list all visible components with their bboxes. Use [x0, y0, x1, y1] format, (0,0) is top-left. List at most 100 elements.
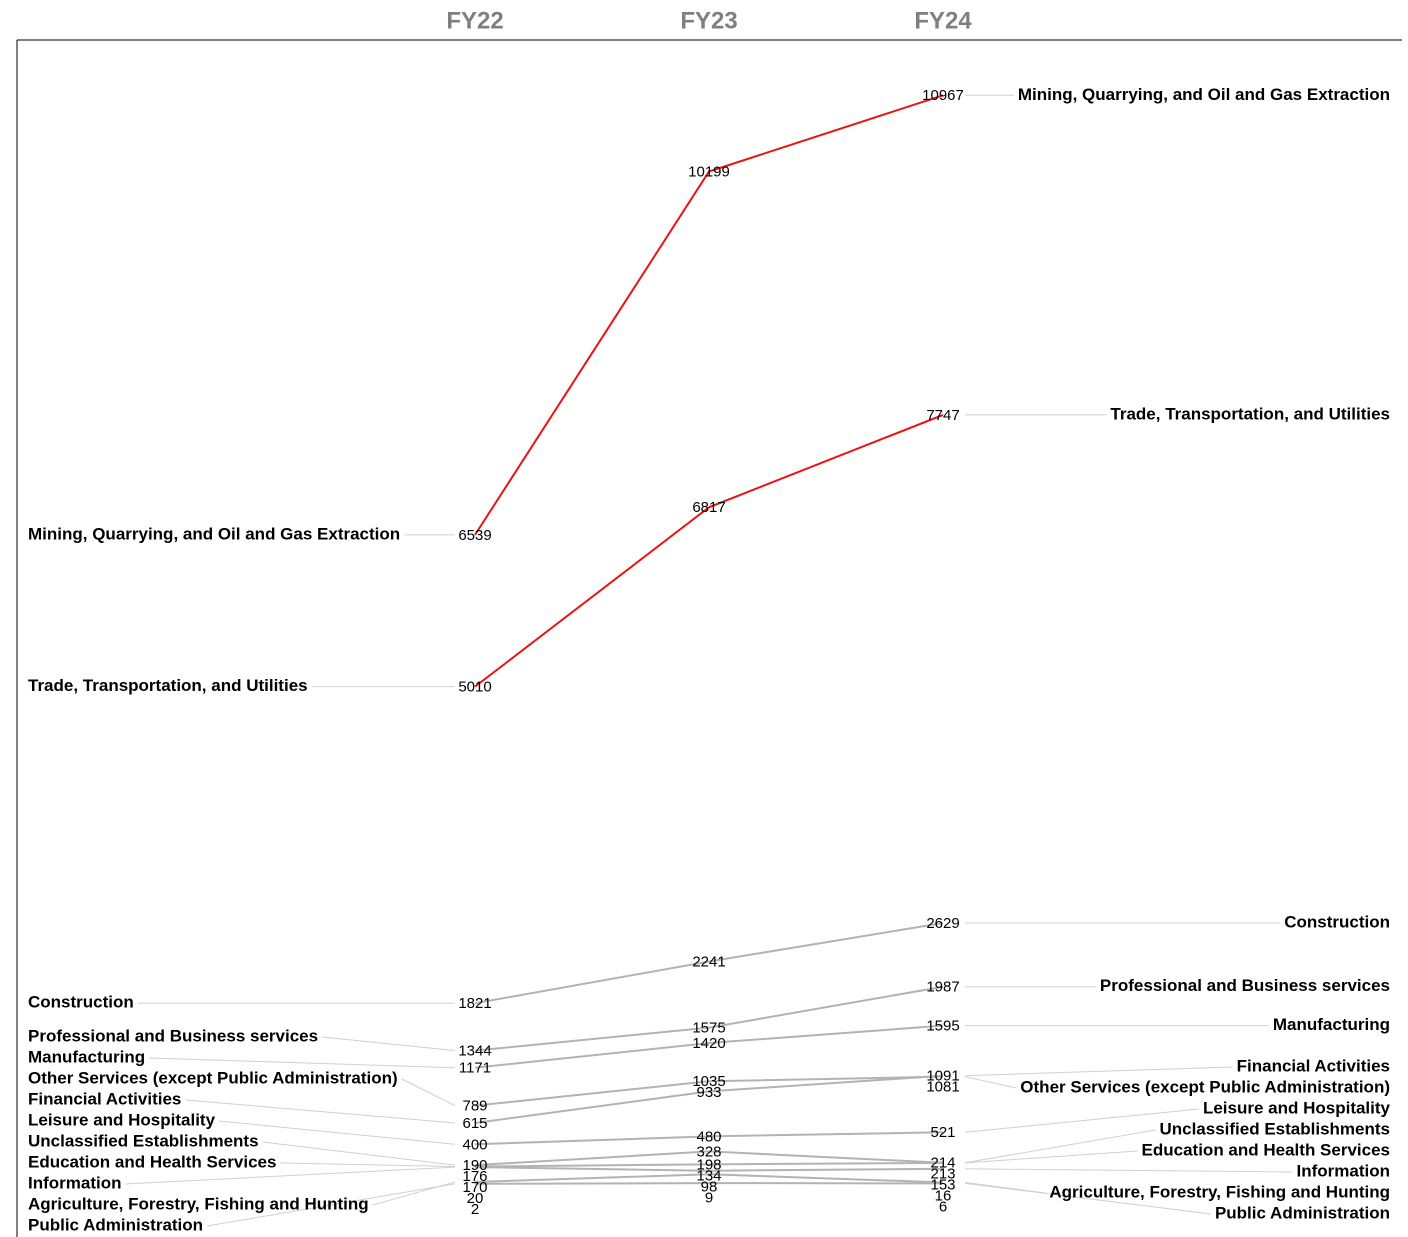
value-label: 20	[467, 1190, 484, 1207]
leader-line	[964, 1182, 1212, 1215]
sector-label-right: Manufacturing	[1273, 1015, 1390, 1034]
sector-label-left: Mining, Quarrying, and Oil and Gas Extra…	[28, 524, 400, 543]
slope-line	[474, 1173, 944, 1184]
value-label: 328	[696, 1143, 721, 1160]
value-label: 480	[696, 1128, 721, 1145]
leader-line	[964, 1066, 1233, 1077]
value-label: 1171	[459, 1060, 491, 1077]
sector-label-left: Professional and Business services	[28, 1026, 318, 1045]
leader-line	[185, 1099, 456, 1124]
sector-label-right: Unclassified Establishments	[1159, 1119, 1390, 1138]
value-label: 7747	[926, 407, 959, 424]
sector-label-right: Education and Health Services	[1142, 1140, 1390, 1159]
value-label: 170	[462, 1179, 487, 1196]
sector-label-left: Manufacturing	[28, 1047, 145, 1066]
value-label: 789	[462, 1098, 487, 1115]
slope-lines	[474, 94, 944, 1185]
value-label: 933	[696, 1084, 721, 1101]
value-label: 1091	[926, 1068, 959, 1085]
slope-line	[474, 1024, 944, 1069]
value-label: 6817	[692, 499, 725, 516]
value-label: 5010	[458, 679, 491, 696]
value-label: 153	[930, 1177, 955, 1194]
sector-label-right: Professional and Business services	[1100, 976, 1390, 995]
value-label: 176	[462, 1168, 487, 1185]
leader-line	[125, 1166, 456, 1185]
sector-label-right: Public Administration	[1215, 1203, 1390, 1222]
leader-line	[964, 1168, 1293, 1173]
value-label: 400	[462, 1136, 487, 1153]
leader-lines	[125, 94, 1293, 1227]
value-label: 214	[930, 1155, 955, 1172]
value-label: 1420	[692, 1035, 725, 1052]
sector-label-right: Trade, Transportation, and Utilities	[1110, 404, 1390, 423]
leader-line	[964, 1108, 1200, 1133]
value-label: 10199	[688, 163, 730, 180]
value-label: 10967	[922, 87, 964, 104]
sector-label-right: Other Services (except Public Administra…	[1020, 1077, 1390, 1096]
slope-line	[474, 1131, 944, 1146]
value-label: 98	[701, 1178, 718, 1195]
leader-line	[964, 1129, 1156, 1164]
value-label: 1344	[458, 1043, 491, 1060]
value-label: 2	[471, 1201, 479, 1218]
sector-label-left: Public Administration	[28, 1215, 203, 1234]
sector-label-right: Financial Activities	[1237, 1056, 1390, 1075]
sector-label-left: Information	[28, 1173, 122, 1192]
slope-line	[474, 94, 944, 536]
value-label: 9	[705, 1189, 713, 1206]
sector-label-right: Construction	[1284, 912, 1390, 931]
leader-line	[206, 1183, 456, 1227]
value-label: 198	[696, 1156, 721, 1173]
leader-line	[322, 1036, 456, 1052]
leader-line	[964, 1150, 1138, 1164]
slope-line	[474, 1182, 944, 1185]
sector-label-left: Financial Activities	[28, 1089, 181, 1108]
column-header: FY23	[680, 7, 737, 34]
value-label: 1987	[926, 979, 959, 996]
value-label: 521	[930, 1124, 955, 1141]
sector-label-left: Unclassified Establishments	[28, 1131, 259, 1150]
leader-line	[401, 1078, 456, 1107]
leader-line	[149, 1057, 456, 1069]
slope-line	[474, 1075, 944, 1107]
value-label: 213	[930, 1166, 955, 1183]
slope-line	[474, 1150, 944, 1167]
sector-label-left: Construction	[28, 993, 134, 1012]
value-label: 615	[462, 1115, 487, 1132]
leader-line	[964, 1076, 1017, 1089]
value-label: 1035	[692, 1073, 725, 1090]
value-label: 1821	[458, 995, 491, 1012]
sector-label-left: Leisure and Hospitality	[28, 1110, 216, 1129]
sector-label-right: Mining, Quarrying, and Oil and Gas Extra…	[1018, 85, 1390, 104]
sector-label-left: Education and Health Services	[28, 1152, 276, 1171]
sector-label-right: Leisure and Hospitality	[1203, 1098, 1391, 1117]
column-header: FY22	[446, 7, 503, 34]
leader-line	[218, 1120, 456, 1145]
value-label: 1595	[926, 1018, 959, 1035]
sector-label-right: Information	[1297, 1161, 1391, 1180]
value-label: 2629	[926, 915, 959, 932]
value-label: 190	[462, 1157, 487, 1174]
value-label: 2241	[692, 953, 725, 970]
leader-line	[262, 1141, 456, 1166]
sector-label-right: Agriculture, Forestry, Fishing and Hunti…	[1049, 1182, 1390, 1201]
slope-line	[474, 922, 944, 1005]
sector-label-left: Agriculture, Forestry, Fishing and Hunti…	[28, 1194, 369, 1213]
value-label: 6539	[458, 527, 491, 544]
value-label: 134	[696, 1167, 721, 1184]
column-header: FY24	[914, 7, 972, 34]
slope-line	[474, 414, 944, 688]
sector-label-left: Trade, Transportation, and Utilities	[28, 676, 308, 695]
slope-line	[474, 985, 944, 1052]
value-label: 16	[935, 1188, 952, 1205]
value-label: 1575	[692, 1020, 725, 1037]
slope-line	[474, 1074, 944, 1124]
leader-line	[280, 1162, 456, 1168]
slope-line	[474, 1166, 944, 1172]
value-label: 6	[939, 1199, 947, 1216]
sector-label-left: Other Services (except Public Administra…	[28, 1068, 398, 1087]
value-label: 1081	[926, 1079, 959, 1096]
